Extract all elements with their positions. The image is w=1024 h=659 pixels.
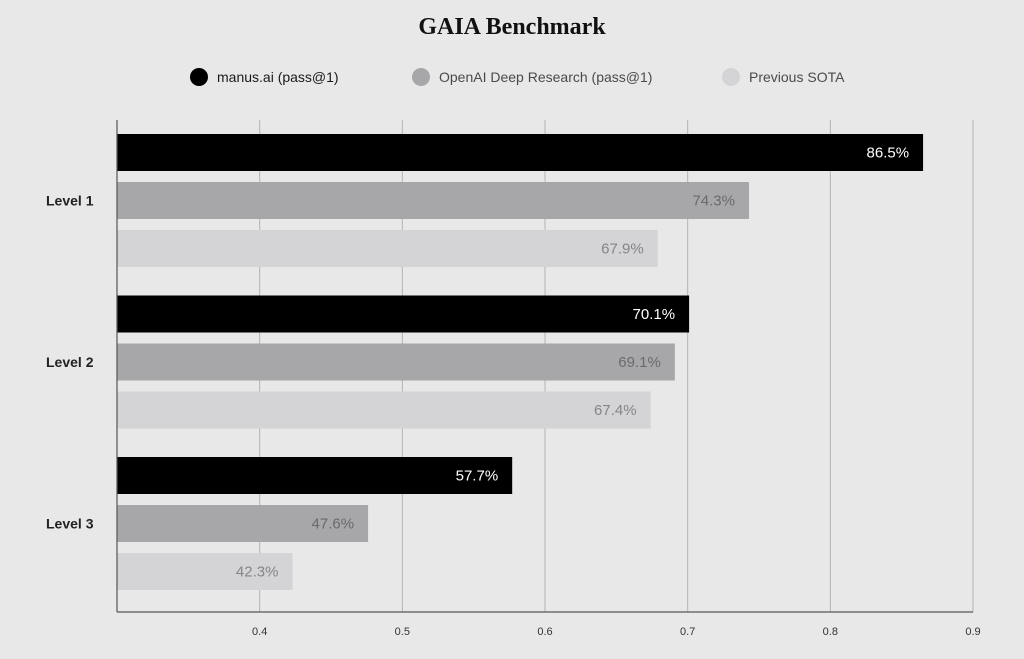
bar [117,182,750,219]
bar-value-label: 42.3% [236,564,279,581]
bar-value-label: 70.1% [633,306,676,323]
legend-label-manus: manus.ai (pass@1) [217,69,339,85]
x-tick-label: 0.9 [965,626,980,638]
legend-swatch-openai [412,68,430,86]
legend-item-previous-sota: Previous SOTA [722,66,844,88]
legend-swatch-manus [190,68,208,86]
bar [117,295,690,333]
legend-label-previous-sota: Previous SOTA [749,69,845,85]
bar-value-label: 67.4% [594,402,637,419]
x-tick-label: 0.8 [823,626,838,638]
x-tick-label: 0.4 [252,626,267,638]
bar [117,343,675,381]
y-category-label: Level 2 [46,354,94,370]
y-category-label: Level 1 [46,193,94,209]
legend-item-manus: manus.ai (pass@1) [190,66,339,88]
legend-swatch-previous-sota [722,68,740,86]
bar [117,230,658,267]
bar [117,134,924,171]
x-tick-label: 0.6 [537,626,552,638]
x-tick-label: 0.5 [395,626,410,638]
bar-value-label: 86.5% [867,145,910,162]
bar-value-label: 69.1% [618,354,661,371]
bar [117,553,293,590]
bar-value-label: 67.9% [601,241,644,258]
y-category-label: Level 3 [46,516,94,532]
bar-value-label: 47.6% [312,516,355,533]
bar [117,391,651,429]
x-tick-label: 0.7 [680,626,695,638]
legend-item-openai: OpenAI Deep Research (pass@1) [412,66,652,88]
chart-title: GAIA Benchmark [418,14,606,40]
bar [117,457,513,494]
bar [117,505,369,542]
legend-label-openai: OpenAI Deep Research (pass@1) [439,69,653,85]
legend: manus.ai (pass@1) OpenAI Deep Research (… [0,66,1024,88]
bar-value-label: 57.7% [456,468,499,485]
bar-value-label: 74.3% [692,193,735,210]
